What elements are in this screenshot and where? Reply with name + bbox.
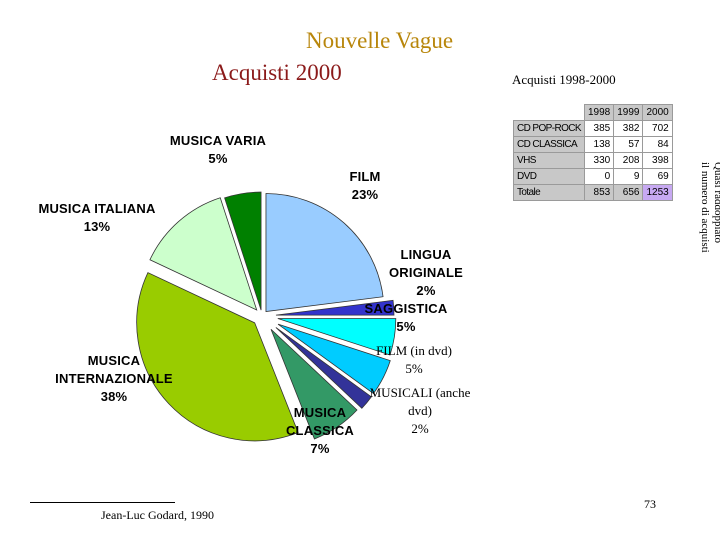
chart-subtitle: Acquisti 2000 <box>212 60 342 85</box>
label-film-dvd: FILM (in dvd) 5% <box>376 343 452 376</box>
table-row: DVD 0 9 69 <box>513 168 673 185</box>
table-cell: 138 <box>583 136 615 153</box>
row-label: VHS <box>513 152 585 169</box>
pie-slice-saggistica <box>277 318 397 356</box>
table-total-row: Totale 853 656 1253 <box>513 184 673 201</box>
footer-credit: Jean-Luc Godard, 1990 <box>101 508 214 522</box>
pie-slice-lingua-originale <box>275 299 395 316</box>
label-musica-internazionale: MUSICA INTERNAZIONALE 38% <box>55 353 173 404</box>
table-cell: 702 <box>642 120 673 137</box>
table-cell: 0 <box>583 168 615 185</box>
acquisti-table: 1998 1999 2000 CD POP-ROCK 385 382 702 C… <box>513 104 673 201</box>
pie-slice-film <box>265 193 384 312</box>
footer-divider <box>30 502 175 503</box>
table-row: VHS 330 208 398 <box>513 152 673 169</box>
label-musica-italiana: MUSICA ITALIANA 13% <box>38 201 156 234</box>
row-label: Totale <box>513 184 585 201</box>
table-cell: 398 <box>642 152 673 169</box>
label-lingua-originale: LINGUA ORIGINALE 2% <box>388 247 464 298</box>
label-saggistica: SAGGISTICA 5% <box>364 301 448 334</box>
table-cell: 84 <box>642 136 673 153</box>
pie-slice-musica-internazionale <box>136 272 299 442</box>
table-row: CD CLASSICA 138 57 84 <box>513 136 673 153</box>
table-cell: 330 <box>583 152 615 169</box>
col-header: 2000 <box>642 104 673 121</box>
table-cell: 656 <box>613 184 644 201</box>
row-label: DVD <box>513 168 585 185</box>
table-cell: 208 <box>613 152 644 169</box>
table-header-row: 1998 1999 2000 <box>513 104 673 121</box>
label-musica-classica: MUSICA CLASSICA 7% <box>285 405 355 456</box>
table-cell: 385 <box>583 120 615 137</box>
pie-slice-film-in-dvd <box>277 323 391 395</box>
table-corner <box>513 104 585 121</box>
pie-slice-musica-classica <box>270 328 358 440</box>
label-musica-varia: MUSICA VARIA 5% <box>169 133 267 166</box>
table-cell: 9 <box>613 168 644 185</box>
pie-slice-musica-italiana <box>149 197 258 311</box>
label-film: FILM 23% <box>349 169 381 202</box>
side-note: Quasi raddoppiato il numero di acquisti <box>699 162 720 253</box>
page-number: 73 <box>644 497 656 511</box>
col-header: 1998 <box>583 104 615 121</box>
table-cell: 853 <box>583 184 615 201</box>
pie-slice-musicali-anche-dvd <box>275 327 372 409</box>
col-header: 1999 <box>613 104 644 121</box>
row-label: CD POP-ROCK <box>513 120 585 137</box>
table-cell: 57 <box>613 136 644 153</box>
row-label: CD CLASSICA <box>513 136 585 153</box>
table-cell: 69 <box>642 168 673 185</box>
table-cell-highlight: 1253 <box>642 184 673 201</box>
pie-slice-musica-varia <box>224 191 262 311</box>
chart-title: Nouvelle Vague <box>306 28 454 53</box>
table-row: CD POP-ROCK 385 382 702 <box>513 120 673 137</box>
label-musicali: MUSICALI (anche dvd) 2% <box>369 385 471 436</box>
table-title: Acquisti 1998-2000 <box>512 72 616 87</box>
table-cell: 382 <box>613 120 644 137</box>
